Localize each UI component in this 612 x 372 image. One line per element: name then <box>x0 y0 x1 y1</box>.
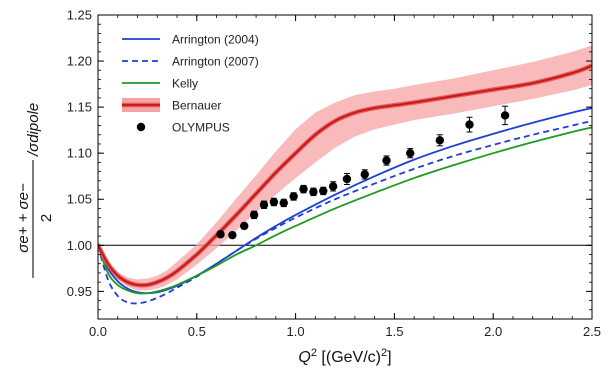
x-axis-title: Q2 [(GeV/c)2] <box>298 347 391 366</box>
data-point-olympus <box>406 148 415 159</box>
x-tick-label: 1.5 <box>385 324 403 339</box>
data-point-marker <box>342 174 352 184</box>
data-point-marker <box>406 148 415 158</box>
data-point-olympus <box>382 155 391 166</box>
legend-label: Bernauer <box>172 99 221 113</box>
data-point-olympus <box>269 197 279 207</box>
series-kelly-line <box>98 126 592 295</box>
data-point-olympus <box>500 105 510 126</box>
data-point-marker <box>319 186 328 196</box>
series-arrington-2004-line <box>98 107 592 295</box>
y-tick-label: 1.20 <box>67 54 92 69</box>
x-tick-label: 2.5 <box>583 324 601 339</box>
y-tick-label: 1.05 <box>67 192 92 207</box>
y-tick-label: 0.95 <box>67 284 92 299</box>
data-point-olympus <box>249 210 259 220</box>
x-axis-title-unit: [(GeV/c) <box>317 349 381 366</box>
legend-label: Arrington (2004) <box>172 33 259 47</box>
data-point-olympus <box>216 230 225 239</box>
legend: Arrington (2004) Arrington (2007) Kelly Ber… <box>122 33 259 135</box>
y-axis-denominator: 2 <box>38 214 55 222</box>
data-point-marker <box>299 184 308 194</box>
data-point-olympus <box>435 134 445 147</box>
legend-entry-arrington-2007: Arrington (2007) <box>122 55 259 69</box>
y-axis-divisor: /σdipole <box>25 103 42 157</box>
data-point-olympus <box>465 116 474 133</box>
legend-entry-arrington-2004: Arrington (2004) <box>122 33 259 47</box>
data-point-marker <box>216 230 225 239</box>
data-point-marker <box>228 230 237 240</box>
legend-label: OLYMPUS <box>172 121 230 135</box>
data-point-marker <box>435 136 445 145</box>
x-axis-title-close: ] <box>387 349 391 366</box>
data-point-olympus <box>360 169 369 180</box>
data-point-marker <box>328 182 338 191</box>
legend-label: Kelly <box>172 77 198 91</box>
data-point-olympus <box>240 221 249 231</box>
plot-area <box>98 45 592 305</box>
data-point-marker <box>465 120 474 129</box>
y-axis-title: σe+ + σe− 2 /σdipole <box>15 103 55 278</box>
data-point-olympus <box>228 230 237 240</box>
data-point-marker <box>360 170 369 179</box>
legend-entry-bernauer: Bernauer <box>122 98 221 113</box>
data-point-olympus <box>319 186 328 196</box>
series-bernauer-line <box>98 64 592 287</box>
data-point-marker <box>259 200 269 209</box>
data-point-marker <box>240 221 249 231</box>
data-point-olympus <box>259 200 269 209</box>
data-point-marker <box>500 111 510 120</box>
axes: 0.0 0.5 1.0 1.5 2.0 2.5 0.95 1.00 1.05 1.10 1.15 1.… <box>67 8 601 340</box>
data-point-olympus <box>309 187 318 197</box>
data-point-marker <box>249 210 259 220</box>
y-axis-numerator: σe+ + σe− <box>15 183 32 253</box>
x-tick-label: 2.0 <box>484 324 502 339</box>
y-tick-label: 1.10 <box>67 146 92 161</box>
data-point-marker <box>382 156 391 165</box>
plot-clipped-group <box>98 45 592 305</box>
data-point-olympus <box>289 192 298 201</box>
legend-swatch-marker <box>136 122 146 132</box>
x-axis-title-unit-superscript: 2 <box>381 347 387 359</box>
data-point-marker <box>289 192 298 201</box>
legend-entry-kelly: Kelly <box>122 77 198 91</box>
data-point-marker <box>269 197 279 207</box>
x-axis-title-main: Q <box>298 349 310 366</box>
y-tick-label: 1.25 <box>67 8 92 23</box>
plot-frame <box>97 14 593 320</box>
y-tick-label: 1.00 <box>67 238 92 253</box>
data-point-olympus <box>328 181 338 192</box>
data-point-marker <box>279 198 288 208</box>
data-point-olympus <box>342 172 352 186</box>
legend-label: Arrington (2007) <box>172 55 259 69</box>
data-point-olympus <box>279 198 288 208</box>
legend-entry-olympus: OLYMPUS <box>136 121 230 135</box>
x-axis-title-superscript: 2 <box>311 347 317 359</box>
series-arrington-2007-line <box>98 120 592 305</box>
y-tick-label: 1.15 <box>67 100 92 115</box>
x-tick-label: 1.0 <box>287 324 305 339</box>
x-tick-label: 0.5 <box>188 324 206 339</box>
x-tick-label: 0.0 <box>89 324 107 339</box>
data-point-olympus <box>299 184 308 194</box>
data-point-marker <box>309 187 318 197</box>
